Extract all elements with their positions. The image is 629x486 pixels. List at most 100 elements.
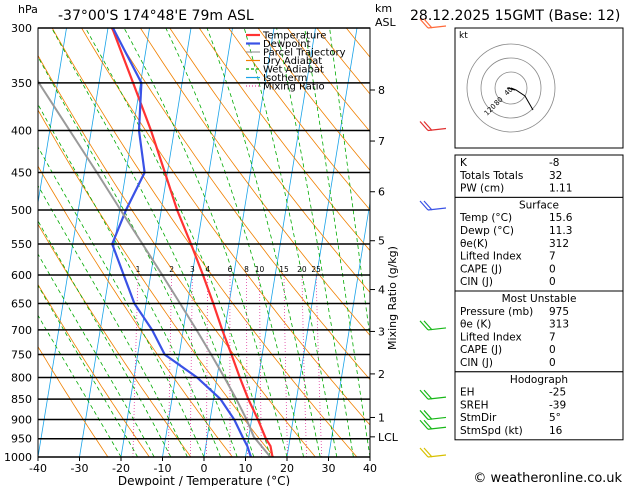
x-tick-label: 20	[280, 462, 294, 475]
barb-flag	[419, 18, 429, 29]
stats-row-value: 15.6	[549, 212, 573, 224]
stats-row-value: 313	[549, 319, 569, 331]
stats-row-label: θe (K)	[460, 319, 491, 331]
pressure-tick-label: 600	[11, 269, 32, 282]
stats-row-label: CAPE (J)	[460, 263, 502, 275]
legend-label: Dry Adiabat	[263, 56, 322, 67]
height-tick-label: 1	[378, 411, 385, 424]
x-tick-label: -10	[154, 462, 172, 475]
wind-barb-icon	[419, 320, 447, 331]
mixing-ratio-line	[206, 275, 209, 457]
isotherm-line	[79, 28, 150, 457]
pressure-tick-label: 800	[11, 371, 32, 384]
barb-flag	[423, 447, 433, 458]
stats-section-title: Most Unstable	[502, 293, 577, 305]
mixing-ratio-line	[259, 274, 262, 457]
barb-flag	[423, 200, 433, 211]
stats-row-label: Dewp (°C)	[460, 225, 514, 237]
mixing-ratio-tick-label: 25	[311, 265, 321, 274]
stats-block	[454, 290, 624, 373]
mixing-ratio-tick-label: 3	[190, 265, 195, 274]
wind-barb-icon	[419, 18, 447, 29]
x-axis-title: Dewpoint / Temperature (°C)	[118, 474, 290, 486]
barb-flag	[423, 18, 433, 29]
stats-block	[454, 196, 624, 292]
wind-barb-icon	[419, 447, 447, 458]
barb-flag	[423, 419, 433, 430]
isotherm-line	[286, 28, 358, 457]
barb-flag	[419, 419, 429, 430]
pressure-tick-label: 450	[11, 166, 32, 179]
stats-table: K -8 Totals Totals 32 PW (cm) 1.11 Surface Temp…	[454, 154, 624, 441]
mixing-ratio-line	[315, 274, 323, 457]
dry-adiabat-line	[228, 28, 370, 211]
legend-label: Wet Adiabat	[263, 65, 324, 76]
barb-flag	[423, 320, 433, 331]
isotherm-line	[203, 28, 275, 457]
legend-label: Mixing Ratio	[263, 82, 325, 93]
wind-barb-icon	[419, 410, 447, 421]
height-tick-label: 6	[378, 186, 385, 199]
pressure-tick-label: 1000	[4, 451, 32, 464]
isotherm-line	[38, 28, 67, 206]
mixing-ratio-line	[167, 274, 172, 457]
location-title: -37°00'S 174°48'E 79m ASL	[58, 8, 254, 24]
mixing-ratio-line	[132, 274, 139, 457]
wet-adiabat-line	[38, 314, 122, 457]
series-temperature	[111, 28, 274, 457]
mixing-ratio-tick-label: 1	[136, 265, 141, 274]
barb-flag	[423, 410, 433, 420]
dry-adiabat-line	[38, 345, 109, 457]
stats-row-label: PW (cm)	[460, 183, 504, 195]
barb-flag	[423, 389, 433, 400]
stats-row-label: StmDir	[460, 412, 497, 424]
hodograph-frame	[454, 27, 624, 149]
stats-row-value: 0	[549, 263, 556, 275]
x-tick-label: -20	[112, 462, 130, 475]
stats-section-title: Surface	[519, 199, 559, 211]
pressure-tick-label: 850	[11, 393, 32, 406]
copyright-label: © weatheronline.co.uk	[473, 471, 622, 486]
asl-unit-label: ASL	[375, 16, 397, 29]
mixing-ratio-tick-label: 4	[205, 265, 210, 274]
wind-barb-icon	[419, 419, 447, 430]
stats-row-value: 975	[549, 306, 569, 318]
height-tick-label: 4	[378, 284, 385, 297]
pressure-tick-label: 350	[11, 77, 32, 90]
x-tick-label: -40	[29, 462, 47, 475]
hodograph-ring	[466, 43, 556, 133]
stats-block	[454, 154, 624, 198]
stats-row-value: 0	[549, 357, 556, 369]
hodograph-trace	[510, 87, 534, 111]
x-tick-label: 0	[201, 462, 208, 475]
stats-row-label: StmSpd (kt)	[460, 425, 523, 437]
x-tick-label: -30	[71, 462, 89, 475]
wind-barb-icon	[419, 121, 447, 132]
isotherm-line	[162, 28, 233, 457]
stats-row-value: -25	[549, 387, 566, 399]
pressure-tick-label: 650	[11, 298, 32, 311]
stats-row-value: 312	[549, 238, 569, 250]
dry-adiabat-line	[169, 28, 370, 294]
plot-frame	[37, 27, 371, 458]
stats-row-label: CAPE (J)	[460, 344, 502, 356]
pressure-tick-label: 950	[11, 433, 32, 446]
legend-label: Dewpoint	[263, 39, 311, 50]
wind-barb-icon	[419, 389, 447, 400]
stats-block	[454, 371, 624, 441]
wind-barbs	[419, 18, 447, 458]
height-tick-label: 2	[378, 368, 385, 381]
stats-row-value: 0	[549, 276, 556, 288]
mixing-ratio-line	[301, 274, 307, 457]
stats-row-value: -8	[549, 157, 559, 169]
stats-row-value: -39	[549, 399, 566, 411]
wet-adiabat-line	[165, 28, 304, 457]
height-tick-label: 5	[378, 235, 385, 248]
hodograph-ring	[494, 71, 528, 105]
barb-flag	[419, 320, 429, 331]
stats-row-label: CIN (J)	[460, 357, 493, 369]
axes: 1 2 3 4 6 8 10 15 20 2530035040045050055060065070…	[4, 22, 399, 486]
wet-adiabat-line	[123, 28, 288, 457]
